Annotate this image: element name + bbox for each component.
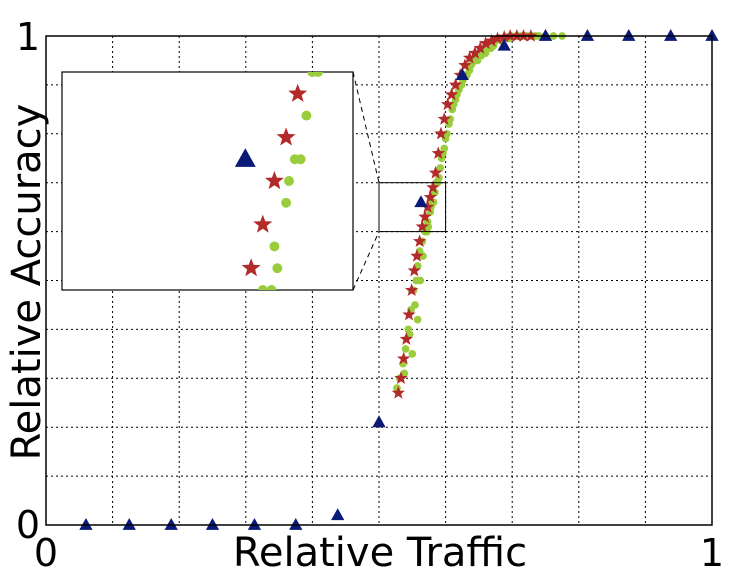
- data-point-triangle: [164, 518, 178, 530]
- data-point-star: [404, 283, 419, 296]
- data-point-star: [428, 165, 443, 179]
- data-point-triangle: [414, 195, 428, 208]
- data-point-star: [462, 51, 477, 64]
- data-point-star: [410, 249, 424, 262]
- data-point-star: [396, 351, 411, 365]
- data-point-triangle: [705, 29, 719, 41]
- data-point-circle: [401, 345, 410, 353]
- y-tick-label-min: 0: [16, 503, 40, 547]
- y-tick-label-max: 1: [16, 15, 40, 59]
- x-tick-label-max: 1: [700, 531, 724, 575]
- inset-connector: [352, 71, 380, 183]
- inset-point-circle: [295, 154, 306, 165]
- data-point-star: [412, 234, 427, 248]
- inset-point-circle: [266, 285, 277, 290]
- data-point-star: [473, 41, 487, 54]
- inset-point-star: [253, 214, 273, 233]
- data-point-star: [426, 180, 440, 194]
- data-point-star: [423, 190, 437, 204]
- data-point-triangle: [247, 518, 262, 530]
- data-point-star: [478, 36, 493, 49]
- data-point-star: [458, 58, 472, 71]
- inset-point-circle: [272, 263, 283, 274]
- inset-point-circle: [281, 197, 292, 208]
- zoom-region: [378, 182, 447, 233]
- data-point-star: [418, 209, 432, 223]
- inset-frame: [61, 71, 354, 291]
- data-point-star: [437, 112, 451, 125]
- y-axis-label: Relative Accuracy: [4, 104, 50, 461]
- data-point-circle: [411, 301, 419, 309]
- data-point-star: [415, 219, 429, 233]
- inset-point-star: [288, 83, 308, 102]
- x-tick-label-min: 0: [34, 531, 58, 575]
- data-point-circle: [477, 51, 486, 60]
- data-point-triangle: [79, 518, 93, 530]
- data-point-triangle: [205, 518, 220, 530]
- inset-point-circle: [301, 110, 312, 121]
- data-point-triangle: [538, 29, 553, 41]
- data-point-star: [402, 307, 416, 321]
- data-point-triangle: [580, 29, 595, 41]
- data-point-star: [434, 126, 448, 140]
- inset-point-circle: [257, 285, 268, 290]
- data-point-circle: [408, 350, 417, 358]
- data-point-star: [448, 77, 463, 91]
- data-point-star: [399, 332, 413, 345]
- data-point-star: [444, 87, 459, 101]
- data-point-star: [431, 146, 445, 160]
- data-point-star: [407, 263, 421, 277]
- data-point-triangle: [622, 29, 636, 41]
- data-point-circle: [436, 164, 445, 172]
- data-point-triangle: [331, 508, 345, 521]
- data-point-triangle: [289, 518, 303, 530]
- inset-connector: [352, 231, 380, 291]
- inset-point-star: [241, 258, 261, 277]
- data-point-star: [490, 31, 505, 45]
- data-point-star: [468, 46, 482, 59]
- inset-point-triangle: [234, 148, 256, 167]
- inset-point-star: [276, 127, 296, 146]
- inset-point-circle: [269, 241, 280, 252]
- inset-point-circle: [284, 176, 294, 186]
- data-point-star: [420, 200, 435, 213]
- data-point-circle: [440, 144, 449, 153]
- data-point-star: [440, 97, 455, 111]
- x-axis-label: Relative Traffic: [233, 530, 527, 576]
- data-point-circle: [413, 315, 422, 324]
- zoom-inset: [61, 45, 447, 291]
- inset-point-circle: [307, 72, 318, 77]
- data-point-triangle: [455, 68, 469, 81]
- data-point-circle: [487, 44, 495, 53]
- data-point-circle: [416, 276, 425, 285]
- inset-point-star: [264, 171, 284, 190]
- data-point-triangle: [664, 29, 678, 41]
- data-point-triangle: [122, 518, 136, 530]
- data-point-star: [484, 33, 499, 47]
- data-point-triangle: [497, 38, 511, 51]
- inset-marks: [234, 45, 329, 290]
- inset-point-circle: [319, 45, 329, 55]
- data-point-star: [394, 371, 408, 384]
- data-point-triangle: [372, 415, 386, 428]
- data-point-star: [391, 385, 405, 399]
- plot-frame: [45, 35, 713, 526]
